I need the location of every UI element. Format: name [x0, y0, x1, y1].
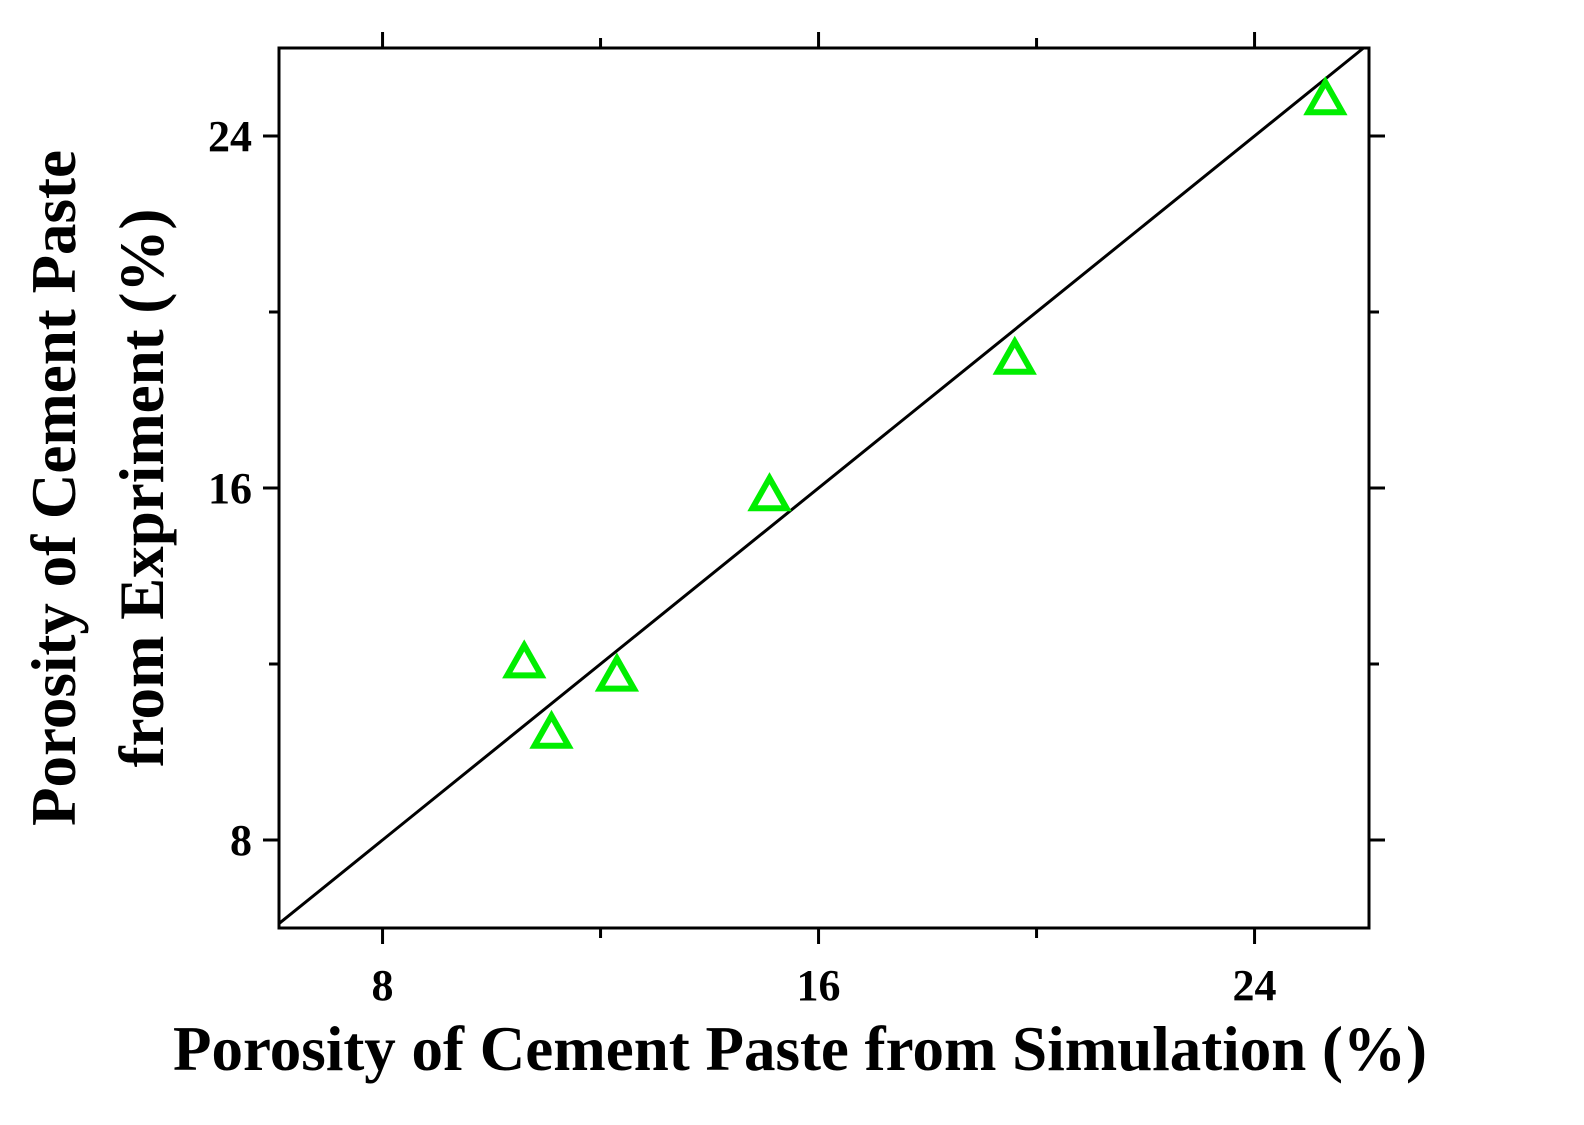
plot-frame	[277, 46, 1371, 930]
data-point-6	[1303, 76, 1348, 116]
data-points-layer	[502, 76, 1348, 749]
data-point-2	[529, 709, 574, 749]
ticks-layer: 8 16 24 8 16 24	[208, 32, 1385, 1010]
y-tick-label-24: 24	[208, 112, 252, 161]
x-tick-label-24: 24	[1233, 961, 1277, 1010]
y-tick-label-8: 8	[230, 816, 252, 865]
data-point-1	[502, 639, 547, 679]
data-point-5	[992, 335, 1037, 375]
y-axis-title-line-2: from Expriment (%)	[107, 209, 177, 768]
data-point-3	[594, 652, 640, 692]
x-tick-label-16: 16	[797, 961, 841, 1010]
reference-line-y-equals-x	[278, 46, 1365, 925]
y-axis-title-line-1: Porosity of Cement Paste	[19, 150, 89, 826]
reference-line-layer	[278, 46, 1365, 925]
y-tick-label-16: 16	[208, 464, 252, 513]
x-axis-title: Porosity of Cement Paste from Simulation…	[173, 1014, 1427, 1084]
data-point-4	[747, 472, 792, 512]
x-tick-label-8: 8	[372, 961, 394, 1010]
